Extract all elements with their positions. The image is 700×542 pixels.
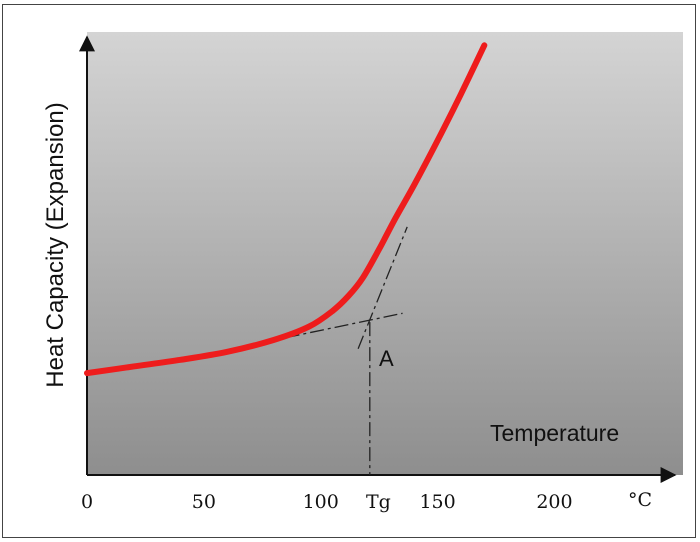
x-tick-label: 150 [419,491,455,513]
y-axis-label: Heat Capacity (Expansion) [42,102,69,387]
x-tick-label: 200 [536,491,572,513]
tangent-line-2 [357,226,408,349]
x-tick-labels: 0 50 100 150 200 [81,491,573,513]
point-a-label: A [379,346,394,371]
plot-area [87,32,683,475]
chart: 0 50 100 150 200 °C Tg Heat Capacity (Expans… [42,32,683,513]
x-unit-label: °C [628,489,652,511]
x-tick-label: 100 [303,491,339,513]
x-tick-label: 0 [81,491,93,513]
chart-frame: 0 50 100 150 200 °C Tg Heat Capacity (Expans… [2,4,696,538]
tangent-guides [285,226,408,475]
x-axis-label: Temperature [490,420,619,446]
series-line-heat-capacity [84,42,488,377]
tg-tick-label: Tg [366,491,391,513]
x-tick-label: 50 [192,491,216,513]
tangent-line-1 [285,312,403,339]
